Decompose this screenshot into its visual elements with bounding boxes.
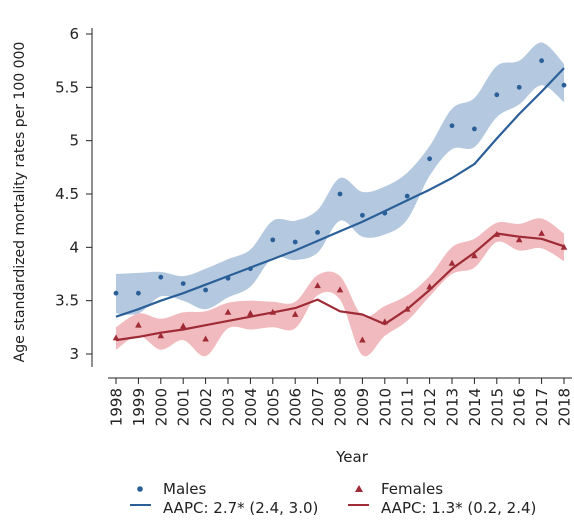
y-tick-label-3: 3 — [69, 345, 79, 363]
x-tick-label-2004: 2004 — [242, 388, 260, 426]
x-tick-label-2007: 2007 — [309, 388, 327, 426]
legend-label-males: AAPC: 2.7* (2.4, 3.0) — [163, 499, 318, 517]
point-males-2003 — [225, 275, 231, 281]
point-females-2004 — [247, 309, 254, 316]
legend-marker-males — [137, 486, 143, 492]
x-tick-label-2005: 2005 — [264, 388, 282, 426]
point-males-1999 — [136, 290, 141, 296]
point-males-2007 — [315, 230, 320, 235]
x-tick-label-2016: 2016 — [511, 388, 529, 426]
point-males-2002 — [203, 287, 209, 293]
point-females-1998 — [112, 334, 120, 341]
point-females-2005 — [269, 308, 277, 315]
y-axis-title: Age standardized mortality rates per 100… — [12, 42, 28, 363]
point-females-2002 — [202, 335, 209, 342]
x-tick-label-2017: 2017 — [533, 388, 551, 426]
observed-markers — [112, 58, 568, 343]
legend: Males AAPC: 2.7* (2.4, 3.0) Females AAPC… — [130, 480, 536, 517]
y-tick-label-5.5: 5.5 — [55, 78, 79, 96]
x-tick-label-2011: 2011 — [399, 388, 417, 426]
point-females-2003 — [224, 308, 232, 315]
point-males-2013 — [449, 123, 455, 129]
x-tick-label-2018: 2018 — [556, 388, 574, 426]
x-tick-label-2013: 2013 — [444, 388, 462, 426]
trend-lines — [115, 67, 565, 342]
point-males-2018 — [561, 82, 567, 88]
legend-marker-females — [355, 485, 363, 492]
legend-name-females: Females — [381, 480, 443, 498]
band-males — [116, 42, 564, 315]
point-males-2012 — [427, 156, 432, 162]
y-tick-label-4: 4 — [69, 238, 79, 256]
point-males-2008 — [337, 191, 343, 197]
x-tick-label-2001: 2001 — [175, 388, 193, 426]
point-males-2009 — [360, 212, 365, 218]
point-females-2010 — [381, 318, 389, 325]
point-females-2016 — [515, 236, 523, 243]
x-tick-label-2010: 2010 — [376, 388, 394, 426]
point-males-2005 — [270, 237, 276, 243]
x-tick-label-2003: 2003 — [220, 388, 238, 426]
point-females-2014 — [471, 252, 478, 259]
x-axis: 1998 1999 2000 2001 2002 2003 2004 2005 2006 2007… — [108, 377, 574, 426]
y-tick-label-5: 5 — [69, 132, 79, 150]
x-tick-label-2002: 2002 — [197, 388, 215, 426]
x-tick-label-1998: 1998 — [108, 388, 126, 426]
point-females-2007 — [314, 282, 321, 289]
x-tick-label-2006: 2006 — [287, 388, 305, 426]
point-females-2015 — [493, 230, 501, 237]
point-males-2010 — [382, 210, 388, 216]
x-tick-label-2012: 2012 — [421, 388, 439, 426]
point-males-2014 — [472, 126, 477, 132]
point-males-2015 — [494, 92, 500, 98]
x-tick-label-2014: 2014 — [466, 388, 484, 426]
x-tick-label-1999: 1999 — [130, 388, 148, 426]
x-tick-label-2015: 2015 — [488, 388, 506, 426]
point-males-2016 — [516, 84, 522, 90]
y-tick-label-6: 6 — [69, 25, 79, 43]
trend-line-males — [115, 67, 565, 318]
legend-name-males: Males — [163, 480, 207, 498]
point-males-2000 — [158, 274, 164, 280]
point-males-2001 — [180, 281, 186, 286]
legend-item-females: Females AAPC: 1.3* (0.2, 2.4) — [348, 480, 536, 517]
trend-line-females — [115, 232, 565, 342]
point-females-2011 — [403, 305, 411, 312]
y-axis: 3 3.5 4 4.5 5 5.5 6 — [55, 25, 93, 367]
y-tick-label-4.5: 4.5 — [55, 185, 79, 203]
x-tick-label-2009: 2009 — [354, 388, 372, 426]
point-males-2006 — [292, 239, 298, 245]
point-females-2013 — [448, 259, 456, 266]
point-females-2018 — [560, 243, 568, 250]
point-females-2012 — [426, 283, 433, 290]
confidence-bands — [116, 42, 564, 357]
legend-label-females: AAPC: 1.3* (0.2, 2.4) — [381, 499, 536, 517]
point-males-2011 — [404, 193, 410, 199]
point-females-2008 — [336, 286, 344, 293]
x-tick-label-2000: 2000 — [152, 388, 170, 426]
point-males-2004 — [248, 266, 253, 272]
point-females-2000 — [157, 332, 165, 339]
point-females-2017 — [538, 229, 545, 236]
point-females-2009 — [359, 336, 366, 343]
point-males-2017 — [539, 58, 544, 64]
point-females-2001 — [179, 322, 187, 329]
y-tick-label-3.5: 3.5 — [55, 292, 79, 310]
point-females-2006 — [291, 310, 299, 317]
legend-item-males: Males AAPC: 2.7* (2.4, 3.0) — [130, 480, 318, 517]
point-females-1999 — [135, 321, 142, 328]
point-males-1998 — [113, 290, 119, 296]
x-tick-label-2008: 2008 — [332, 388, 350, 426]
x-axis-title: Year — [335, 448, 369, 466]
